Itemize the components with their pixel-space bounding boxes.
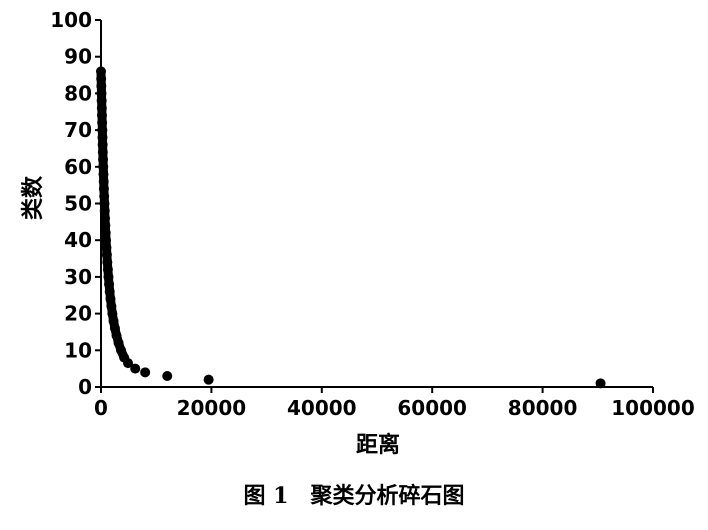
data-point: [101, 249, 112, 260]
x-tick-label: 60000: [397, 396, 467, 420]
scatter-chart: 0 10 20 30 40 50 60 70 80 90 100 0 20000 40000 60000 8…: [20, 8, 695, 458]
data-point: [98, 169, 109, 180]
data-point: [97, 132, 108, 143]
data-point: [104, 286, 115, 297]
data-point: [101, 242, 112, 253]
data-point: [130, 363, 141, 374]
data-point: [105, 293, 116, 304]
data-point: [140, 367, 151, 378]
y-tick-label: 30: [64, 265, 92, 289]
y-tick-label: 10: [64, 338, 92, 362]
data-point: [123, 358, 134, 369]
data-point: [107, 308, 118, 319]
data-point: [101, 235, 112, 246]
data-point: [96, 110, 107, 121]
data-point: [96, 103, 107, 114]
y-tick-label: 70: [64, 118, 92, 142]
y-axis-label: 类数: [20, 175, 46, 220]
data-point: [97, 117, 108, 128]
y-axis: 0 10 20 30 40 50 60 70 80 90 100: [50, 8, 102, 399]
data-point: [100, 220, 111, 231]
data-points: [96, 66, 606, 389]
data-point: [98, 176, 109, 187]
data-point: [595, 378, 606, 389]
data-point: [102, 264, 113, 275]
data-point: [96, 88, 107, 99]
data-point: [96, 81, 107, 92]
y-tick-label: 40: [64, 228, 92, 252]
x-tick-label: 100000: [611, 396, 695, 420]
x-axis-label: 距离: [356, 432, 400, 458]
figure-caption: 图 1 聚类分析碎石图: [0, 478, 708, 510]
data-point: [98, 183, 109, 194]
data-point: [98, 154, 109, 165]
data-point: [99, 191, 110, 202]
data-point: [162, 370, 173, 381]
data-point: [96, 66, 106, 77]
data-point: [99, 198, 110, 209]
data-point: [104, 279, 115, 290]
y-tick-label: 20: [64, 302, 92, 326]
figure-number: 图 1: [243, 483, 289, 509]
y-tick-label: 90: [64, 45, 92, 69]
x-tick-label: 80000: [508, 396, 578, 420]
data-point: [98, 161, 109, 172]
y-tick-label: 80: [64, 81, 92, 105]
data-point: [100, 213, 111, 224]
data-point: [102, 257, 113, 268]
data-point: [103, 271, 114, 282]
y-tick-label: 100: [50, 8, 92, 32]
data-point: [96, 73, 107, 84]
figure-title: 聚类分析碎石图: [310, 483, 465, 509]
y-tick-label: 0: [78, 375, 92, 399]
y-tick-label: 60: [64, 155, 92, 179]
data-point: [97, 139, 108, 150]
data-point: [97, 125, 108, 136]
data-point: [99, 205, 110, 216]
x-tick-label: 0: [94, 396, 108, 420]
data-point: [96, 95, 107, 106]
data-point: [97, 147, 108, 158]
data-point: [203, 374, 214, 385]
data-point: [106, 301, 117, 312]
x-tick-label: 40000: [287, 396, 357, 420]
y-tick-label: 50: [64, 192, 92, 216]
x-tick-label: 20000: [177, 396, 247, 420]
x-axis: 0 20000 40000 60000 80000 100000: [94, 386, 695, 420]
data-point: [100, 227, 111, 238]
